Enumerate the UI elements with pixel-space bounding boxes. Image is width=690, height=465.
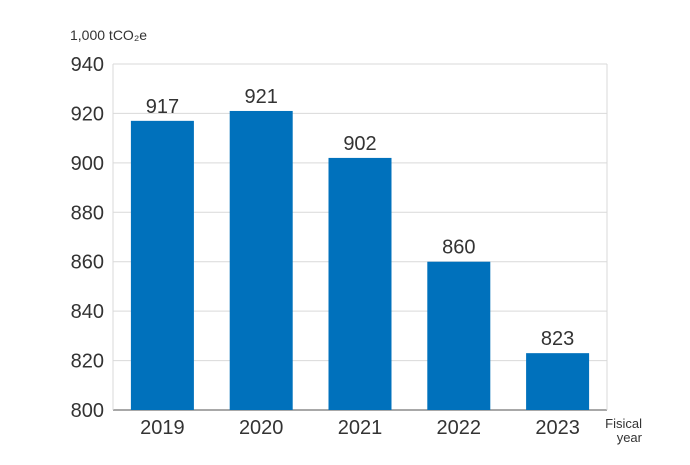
x-axis-ticks: 2019 2020 2021 2022 2023: [140, 417, 580, 439]
x-tick-label: 2019: [140, 417, 185, 439]
y-tick-label: 840: [71, 301, 104, 323]
bar-2021: [328, 157, 392, 410]
bar-2020: [229, 110, 293, 410]
y-axis-unit-label: 1,000 tCO₂e: [70, 27, 147, 43]
data-labels: 917 921 902 860 823: [146, 86, 575, 350]
y-tick-label: 800: [71, 400, 104, 422]
y-tick-label: 880: [71, 202, 104, 224]
data-label-2019: 917: [146, 96, 179, 118]
x-tick-label: 2023: [535, 417, 580, 439]
x-axis-title: Fisical year: [605, 416, 643, 445]
y-tick-label: 920: [71, 103, 104, 125]
bar-2019: [130, 120, 194, 410]
x-tick-label: 2020: [239, 417, 284, 439]
bar-2022: [427, 261, 491, 410]
y-axis-ticks: 800 820 840 860 880 900 920 940: [71, 54, 104, 422]
data-label-2021: 902: [343, 133, 376, 155]
x-axis-title-text: Fisical year: [605, 416, 643, 445]
y-tick-label: 820: [71, 351, 104, 373]
bar-2023: [526, 353, 590, 410]
data-label-2022: 860: [442, 237, 475, 259]
y-tick-label: 900: [71, 153, 104, 175]
bars: [130, 110, 590, 410]
x-tick-label: 2022: [437, 417, 482, 439]
y-tick-label: 940: [71, 54, 104, 76]
y-tick-label: 860: [71, 252, 104, 274]
data-label-2023: 823: [541, 328, 574, 350]
data-label-2020: 921: [245, 86, 278, 108]
x-tick-label: 2021: [338, 417, 383, 439]
